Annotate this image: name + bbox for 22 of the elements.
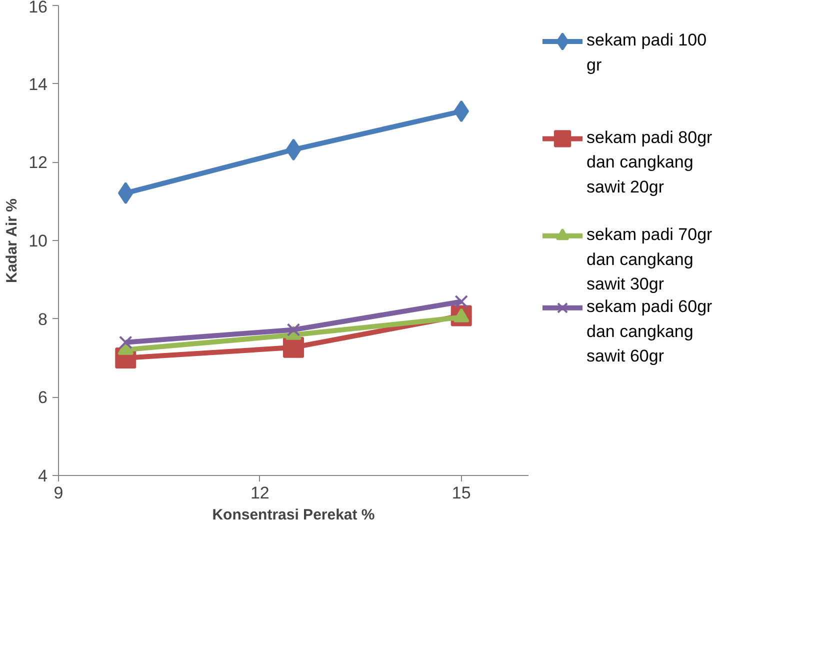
y-tick-label: 6 [38,388,48,408]
point [454,294,468,308]
x-tick-label: 9 [54,484,64,502]
y-tick-label: 8 [38,310,48,329]
point [118,182,134,204]
x-axis-title: Konsentrasi Perekat % [212,506,375,524]
x-tick-label: 12 [250,484,270,502]
point [286,323,300,336]
legend-label: sekam padi 100 gr [586,30,707,74]
y-tick-label: 12 [28,153,48,172]
y-tick-label: 16 [28,0,48,16]
y-axis-title: Kadar Air % [4,198,21,284]
point [283,336,304,358]
y-tick-label: 14 [28,74,48,94]
y-tick-label: 4 [38,466,48,486]
x-tick-label: 15 [452,484,471,502]
y-tick-label: 10 [28,232,48,250]
legend-label: sekam padi 60gr dan cangkang sawit 60gr [586,297,713,366]
point [118,336,132,349]
point [286,138,302,161]
legend-label: sekam padi 80gr dan cangkang sawit 20gr [586,128,713,196]
point [454,100,470,122]
